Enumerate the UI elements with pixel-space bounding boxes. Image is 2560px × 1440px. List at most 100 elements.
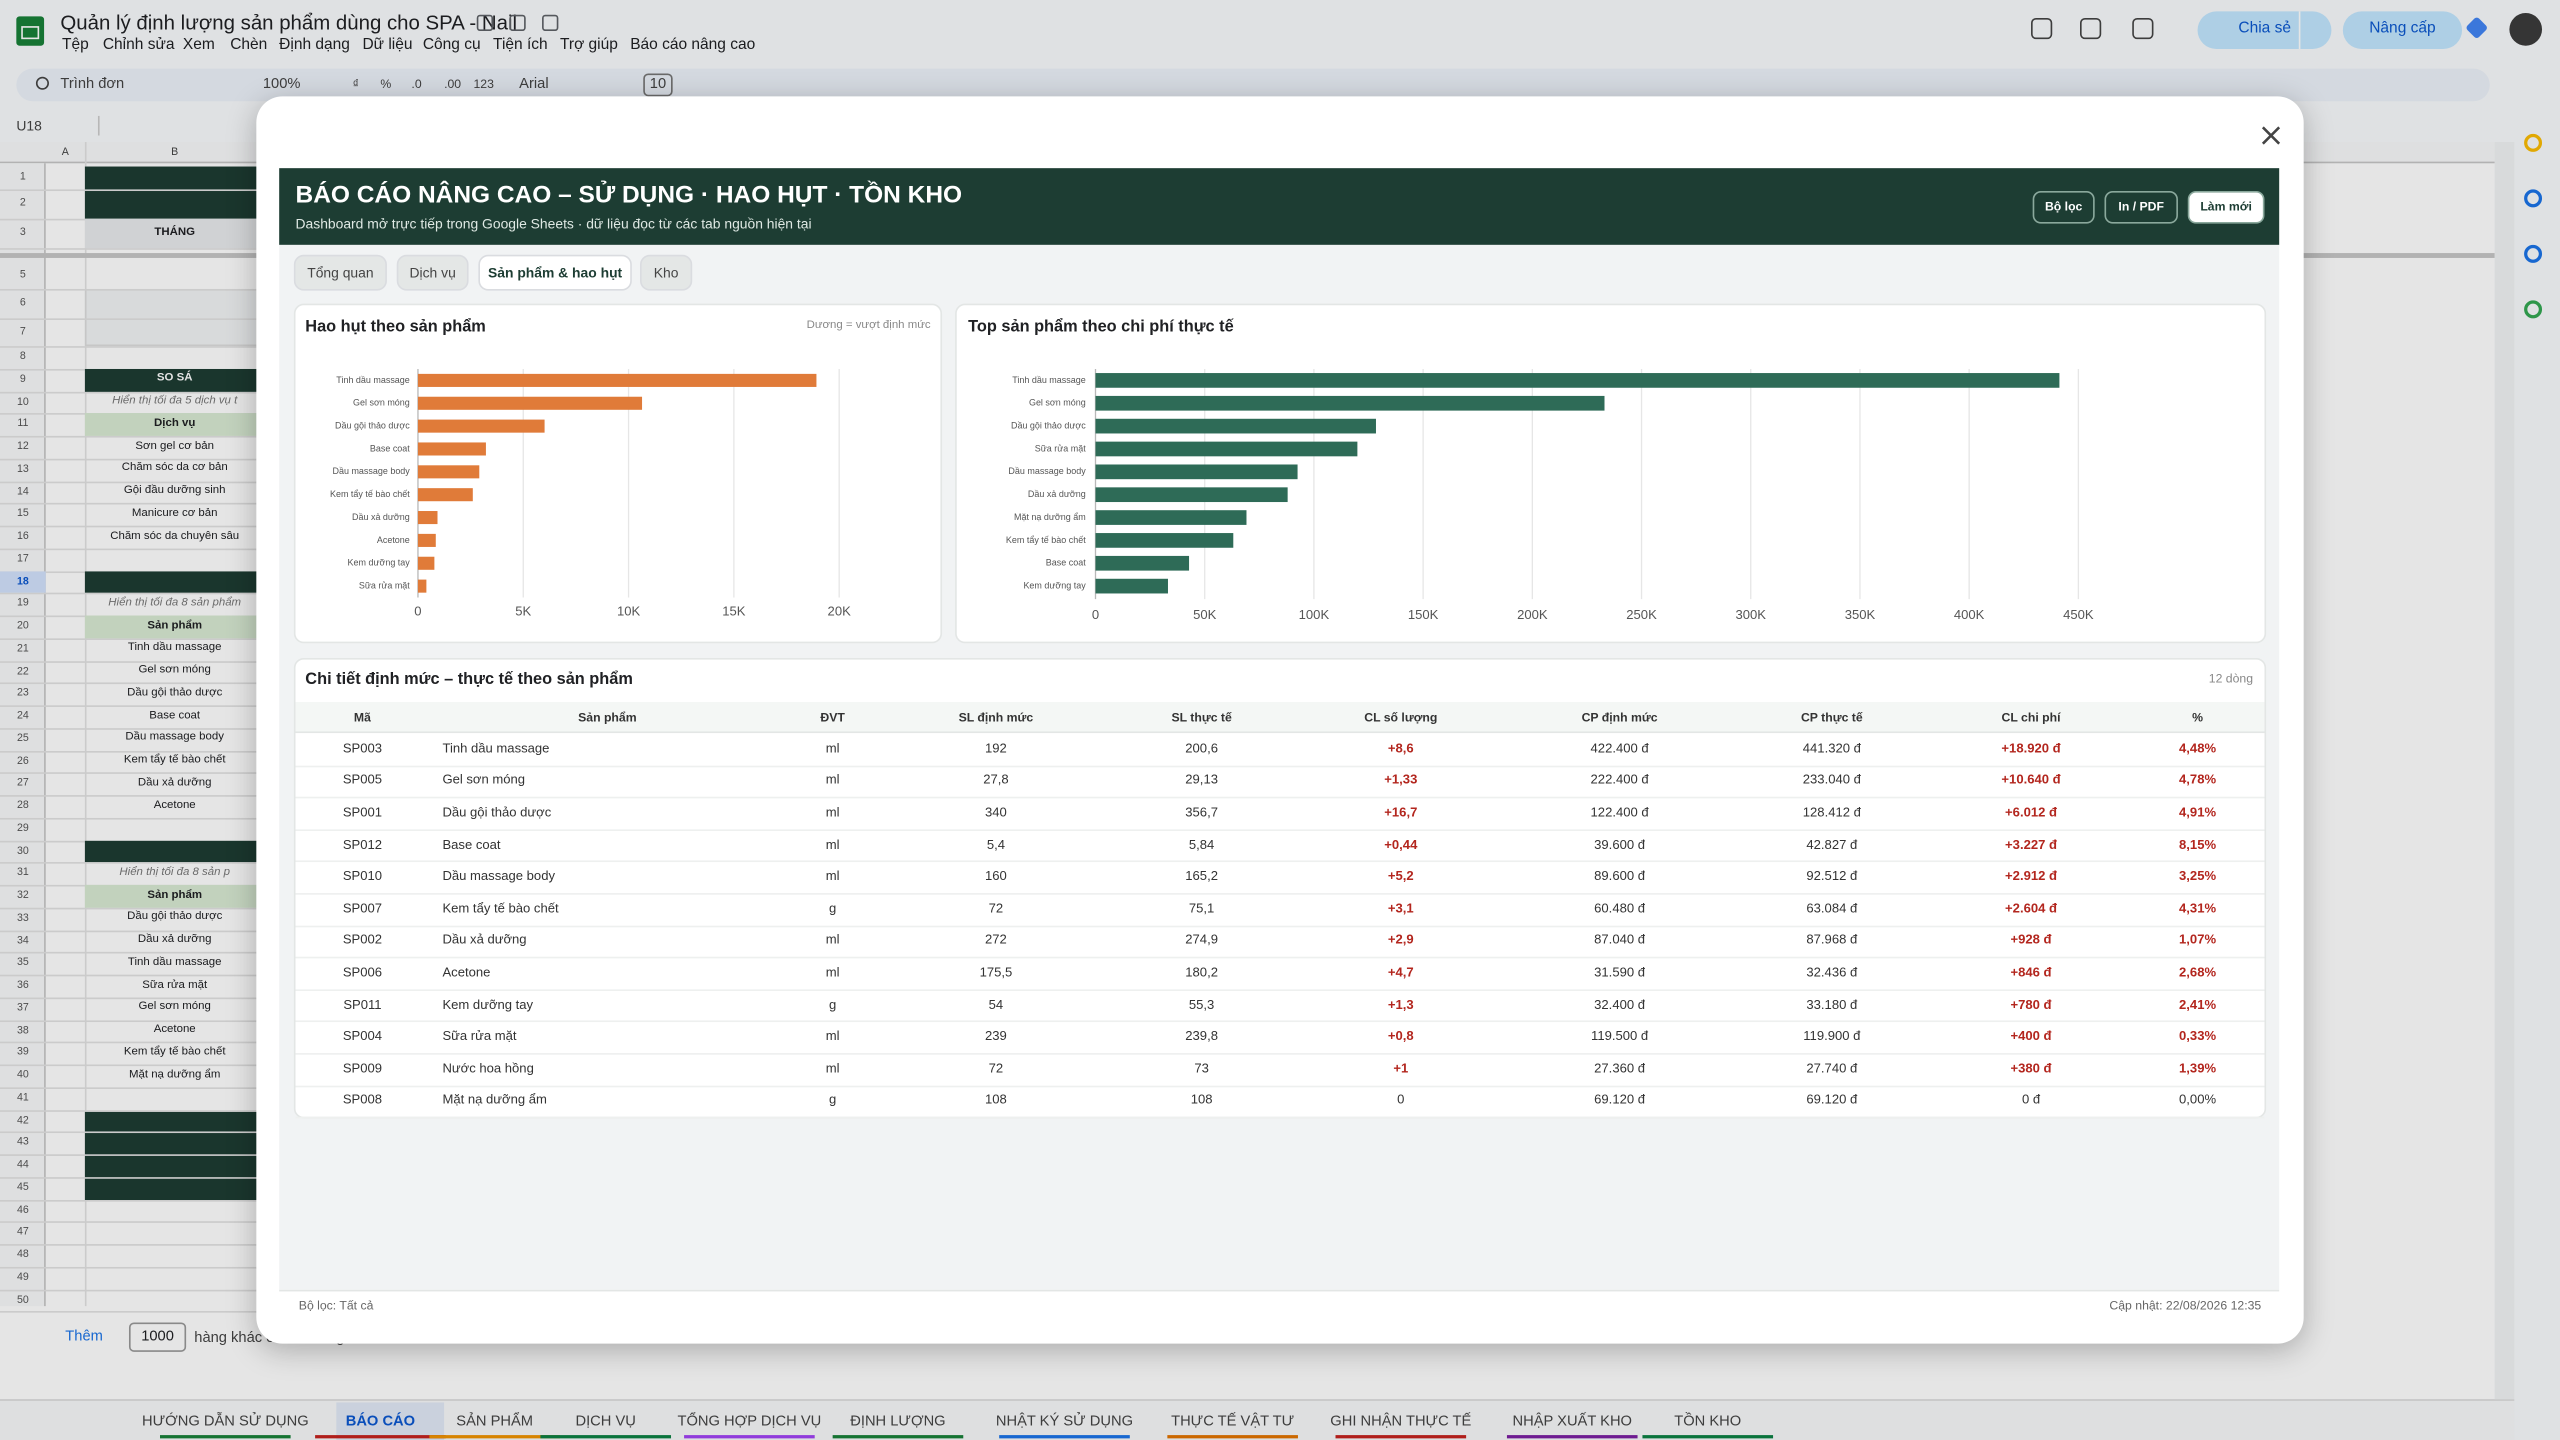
sheet-tab-color [1642, 1435, 1774, 1439]
table-cell: SP002 [342, 932, 383, 948]
menu-item[interactable]: Dữ liệu [362, 35, 413, 54]
avatar[interactable] [2509, 13, 2543, 46]
table-cell: 87.968 đ [1806, 932, 1858, 948]
row-number: 47 [16, 1226, 29, 1238]
table-header-row [295, 702, 2265, 734]
table-row-border [295, 989, 2265, 991]
side-icon[interactable] [2524, 189, 2543, 208]
table-cell: 69.120 đ [1594, 1092, 1645, 1108]
table-cell: 4,31% [2179, 900, 2217, 916]
sheet-tab[interactable]: TỔNG HỢP DỊCH VỤ [677, 1412, 822, 1429]
toolbar-item[interactable]: 10 [649, 75, 667, 92]
report-tab[interactable] [396, 254, 469, 291]
report-tab[interactable] [293, 254, 387, 291]
table-cell: 27.360 đ [1594, 1060, 1645, 1076]
report-tab-label[interactable]: Tổng quan [307, 263, 374, 281]
table-row-border [295, 829, 2265, 831]
sheet-tab-active[interactable] [336, 1402, 445, 1440]
row-border [0, 288, 265, 291]
sheet-header-cell [84, 218, 265, 249]
doc-icon[interactable] [476, 14, 494, 32]
table-column-header: CL chi phí [2001, 710, 2061, 725]
menu-item[interactable]: Chèn [230, 35, 268, 54]
report-tab-label[interactable]: Sản phẩm & hao hụt [488, 263, 623, 281]
header-button[interactable] [2032, 191, 2095, 224]
report-tab[interactable] [640, 254, 693, 291]
row-number: 31 [16, 867, 29, 879]
table-cell: Dầu gội thảo dược [442, 804, 552, 820]
row-border [0, 458, 265, 461]
table-cell: SP008 [342, 1092, 383, 1108]
header-button-label[interactable]: Làm mới [2200, 199, 2252, 215]
sheet-tab[interactable]: NHẬT KÝ SỬ DỤNG [995, 1412, 1134, 1429]
row-number: 30 [16, 844, 29, 857]
table-cell: 165,2 [1185, 868, 1218, 884]
table-cell: 55,3 [1188, 996, 1215, 1012]
row-number: 9 [19, 373, 26, 385]
add-rows-input[interactable] [128, 1322, 187, 1352]
header-button-label[interactable]: Bộ lọc [2044, 199, 2083, 215]
row-number: 49 [16, 1271, 29, 1283]
table-cell: 356,7 [1185, 804, 1218, 820]
sheet-tab[interactable]: GHI NHẬN THỰC TẾ [1330, 1412, 1472, 1429]
toolbar-item[interactable]: ₫ [352, 77, 359, 93]
share-button[interactable] [2197, 11, 2332, 49]
toolbar-item[interactable]: % [380, 77, 392, 93]
upgrade-button[interactable] [2342, 11, 2463, 49]
add-rows-button[interactable]: Thêm [65, 1327, 103, 1345]
sheet-tab[interactable]: ĐỊNH LƯỢNG [850, 1412, 946, 1429]
row-border [0, 727, 265, 730]
share-label[interactable]: Chia sẻ [2238, 20, 2291, 39]
menu-item[interactable]: Tiện ích [493, 35, 548, 54]
table-cell: +16,7 [1384, 804, 1418, 820]
sheet-tab[interactable]: DỊCH VỤ [575, 1412, 636, 1429]
side-icon[interactable] [2524, 244, 2543, 263]
sheet-tab[interactable]: NHẬP XUẤT KHO [1512, 1412, 1632, 1429]
menu-item[interactable]: Trợ giúp [560, 35, 618, 54]
header-icon[interactable] [2031, 17, 2053, 40]
table-title: Chi tiết định mức – thực tế theo sản phẩ… [305, 670, 633, 689]
table-cell: 72 [988, 900, 1004, 916]
row-number: 37 [16, 1002, 29, 1014]
menu-item[interactable]: Định dạng [279, 35, 350, 54]
sheet-tab[interactable]: SẢN PHẨM [456, 1412, 534, 1429]
toolbar-item[interactable]: Arial [519, 75, 549, 92]
side-icon[interactable] [2524, 133, 2543, 152]
toolbar-item[interactable]: 100% [262, 75, 301, 92]
header-button-label[interactable]: In / PDF [2118, 199, 2165, 215]
report-tab-label[interactable]: Dịch vụ [409, 263, 456, 281]
toolbar-item[interactable]: Trình đơn [60, 75, 125, 92]
sheet-tab[interactable]: TỒN KHO [1674, 1412, 1742, 1429]
doc-icon[interactable] [509, 14, 526, 32]
doc-icon[interactable] [542, 14, 559, 32]
upgrade-label[interactable]: Nâng cấp [2369, 20, 2436, 39]
table-column-header: Mã [353, 710, 371, 725]
font-size-box[interactable] [643, 73, 673, 97]
sheet-tab-color [315, 1435, 446, 1439]
toolbar-item[interactable]: .0 [411, 77, 422, 93]
menu-item[interactable]: Xem [182, 35, 215, 54]
menu-item[interactable]: Chỉnh sửa [102, 35, 175, 54]
table-cell: SP011 [343, 996, 382, 1012]
toolbar-item[interactable]: .00 [444, 77, 462, 93]
menu-item[interactable]: Công cụ [422, 35, 481, 54]
table-row-border [295, 957, 2265, 959]
menu-item[interactable]: Báo cáo nâng cao [630, 35, 756, 54]
sheet-tab[interactable]: BÁO CÁO [345, 1412, 416, 1429]
header-button[interactable] [2104, 191, 2178, 224]
report-tab-label[interactable]: Kho [653, 263, 679, 281]
menu-item[interactable]: Tệp [62, 35, 89, 54]
header-icon[interactable] [2132, 17, 2154, 40]
chart-card [293, 303, 943, 644]
close-button[interactable] [2260, 124, 2283, 147]
report-tab[interactable] [478, 254, 632, 291]
sheet-tab[interactable]: THỰC TẾ VẬT TƯ [1171, 1412, 1295, 1429]
sheet-tab-color [1167, 1435, 1298, 1439]
header-icon[interactable] [2080, 17, 2102, 40]
toolbar-item[interactable]: 123 [473, 77, 494, 93]
header-button[interactable] [2187, 191, 2265, 224]
side-icon[interactable] [2524, 300, 2543, 319]
sheet-tab[interactable]: HƯỚNG DẪN SỬ DỤNG [141, 1412, 309, 1429]
close-icon[interactable] [2260, 124, 2283, 147]
sheet-tab-color [1506, 1435, 1638, 1439]
